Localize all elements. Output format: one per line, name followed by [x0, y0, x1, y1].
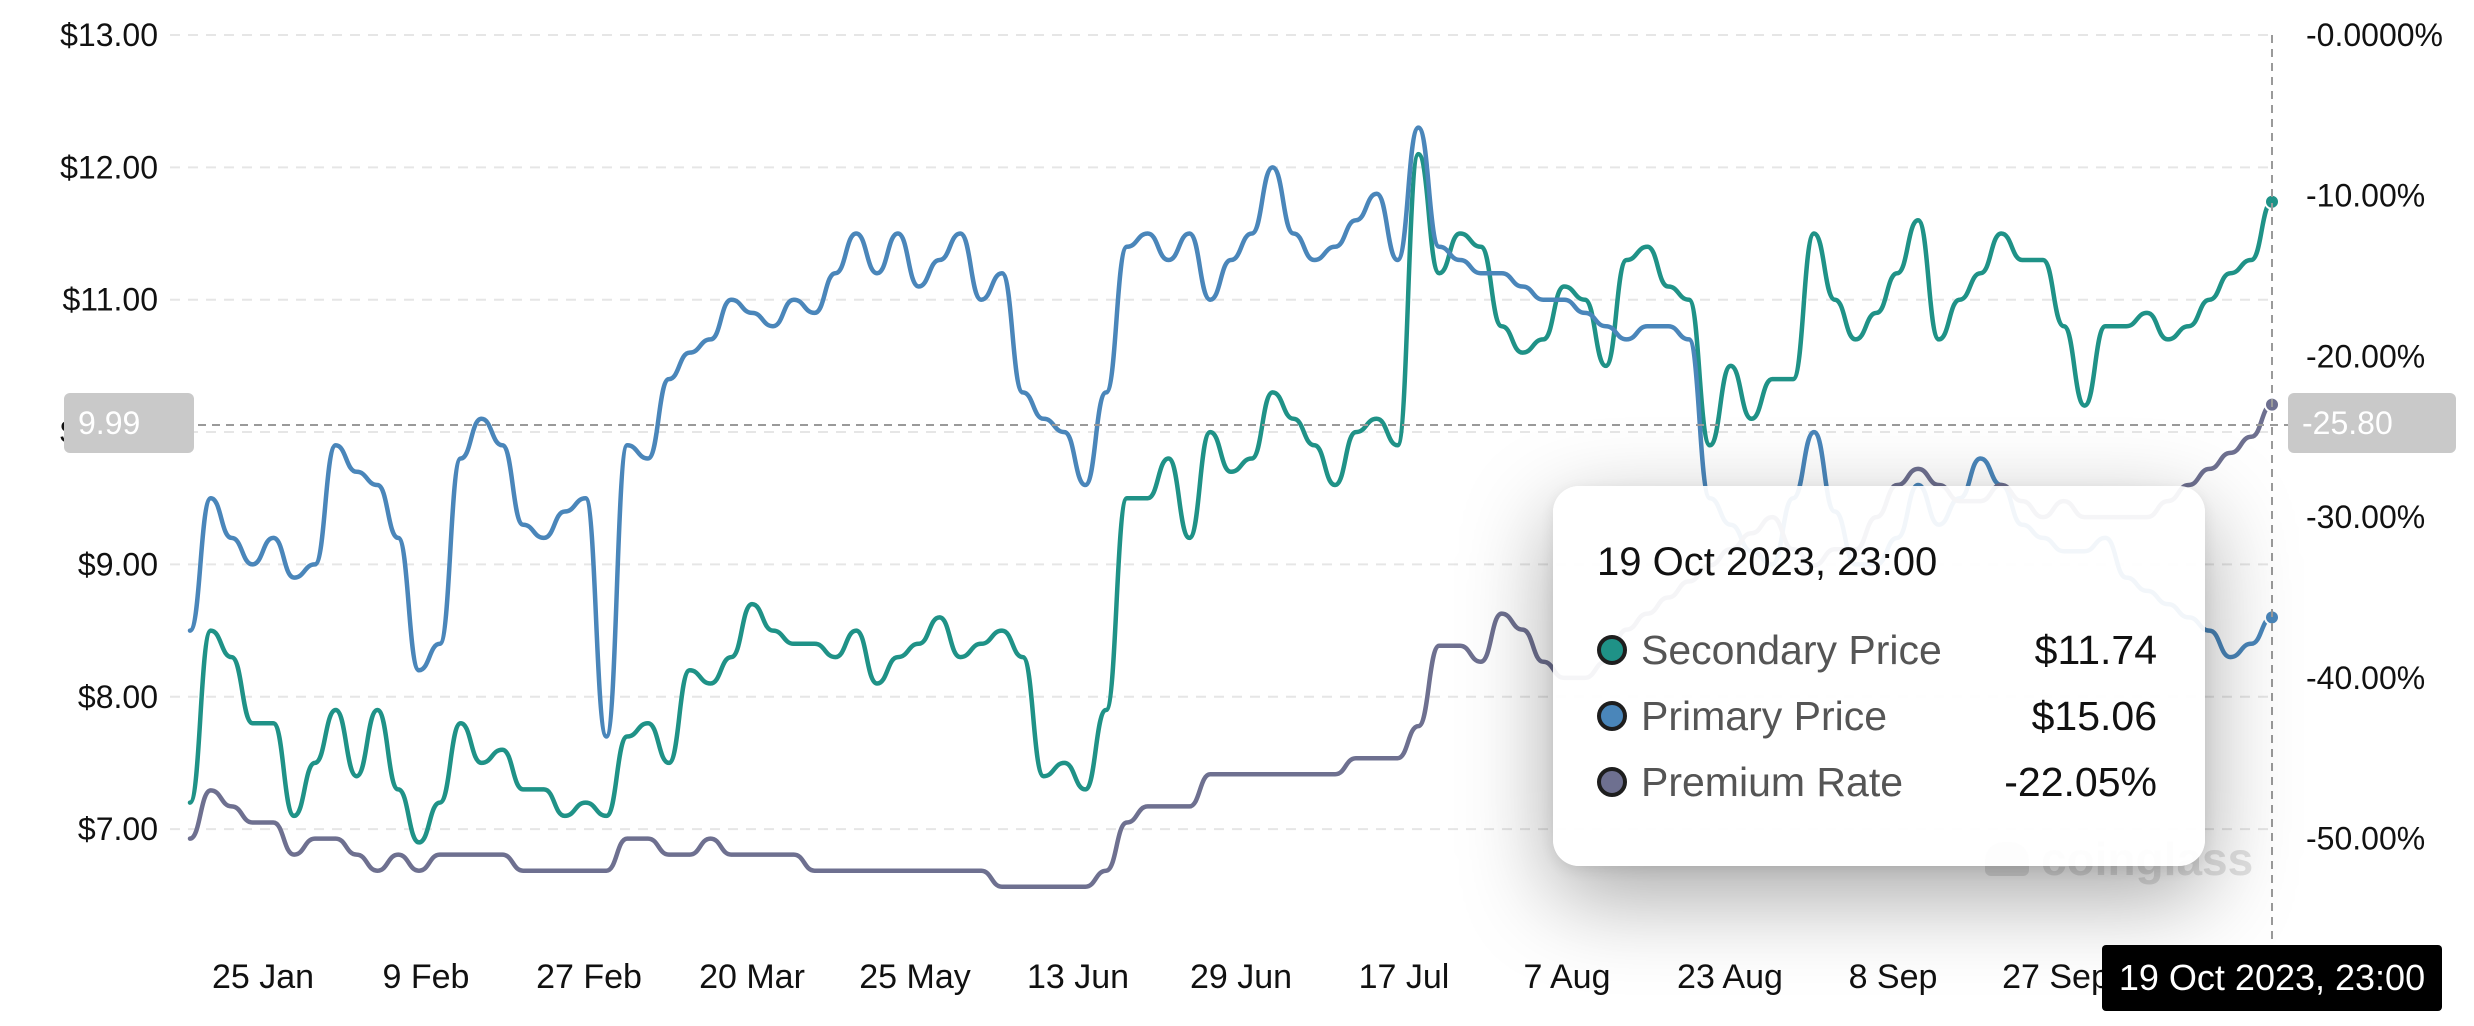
crosshair — [170, 35, 2290, 945]
right-tick-label: -20.00% — [2306, 338, 2425, 374]
tooltip-series-name: Primary Price — [1641, 692, 1888, 739]
x-tick-label: 20 Mar — [699, 958, 805, 996]
x-tick-label: 27 Feb — [536, 958, 642, 996]
crosshair-right-label: -25.80 — [2288, 393, 2456, 453]
right-tick-label: -40.00% — [2306, 660, 2425, 696]
right-tick-label: -0.0000% — [2306, 17, 2443, 53]
x-tick-label: 27 Sep — [2002, 958, 2110, 996]
tooltip-series-value: $15.06 — [2031, 692, 2157, 739]
left-tick-label: $8.00 — [78, 679, 158, 715]
left-tick-label: $7.00 — [78, 811, 158, 847]
tooltip-series-name: Premium Rate — [1641, 758, 1904, 805]
x-tick-label: 8 Sep — [1849, 958, 1938, 996]
left-tick-label: $9.00 — [78, 546, 158, 582]
series-line-secondary-price — [187, 151, 2275, 845]
right-y-axis: -0.0000% -10.00% -20.00% -30.00% -40.00% -50.… — [2306, 17, 2443, 857]
tooltip-series-value: $11.74 — [2034, 626, 2157, 673]
tooltip-row-secondary: Secondary Price $11.74 — [1597, 617, 2157, 683]
x-axis: 25 Jan 9 Feb 27 Feb 20 Mar 25 May 13 Jun 29 Ju… — [212, 958, 2110, 996]
right-tick-label: -30.00% — [2306, 499, 2425, 535]
x-tick-label: 29 Jun — [1190, 958, 1292, 996]
x-tick-label: 25 May — [859, 958, 971, 996]
tooltip-row-premium: Premium Rate -22.05% — [1597, 749, 2157, 815]
left-tick-label: $13.00 — [60, 17, 158, 53]
primary-dot-icon — [1597, 701, 1627, 731]
grid-lines — [170, 34, 2272, 831]
tooltip-series-name: Secondary Price — [1641, 626, 1942, 673]
x-tick-label: 25 Jan — [212, 958, 314, 996]
tooltip-title: 19 Oct 2023, 23:00 — [1597, 540, 1938, 584]
tooltip-row-primary: Primary Price $15.06 — [1597, 683, 2157, 749]
series-line-premium-rate — [187, 402, 2275, 890]
left-tick-label: $11.00 — [63, 282, 159, 318]
crosshair-left-label: 9.99 — [64, 393, 194, 453]
left-tick-label: $12.00 — [60, 149, 158, 185]
x-axis-crosshair-badge: 19 Oct 2023, 23:00 — [2102, 945, 2442, 1011]
x-tick-label: 17 Jul — [1359, 958, 1450, 996]
right-tick-label: -50.00% — [2306, 821, 2425, 857]
premium-dot-icon — [1597, 767, 1627, 797]
x-tick-label: 13 Jun — [1027, 958, 1129, 996]
chart-tooltip: 19 Oct 2023, 23:00 Secondary Price $11.7… — [1553, 486, 2205, 866]
tooltip-series-value: -22.05% — [2004, 758, 2157, 805]
right-tick-label: -10.00% — [2306, 178, 2425, 214]
x-tick-label: 23 Aug — [1677, 958, 1783, 996]
x-tick-label: 7 Aug — [1524, 958, 1611, 996]
x-tick-label: 9 Feb — [383, 958, 470, 996]
secondary-dot-icon — [1597, 635, 1627, 665]
